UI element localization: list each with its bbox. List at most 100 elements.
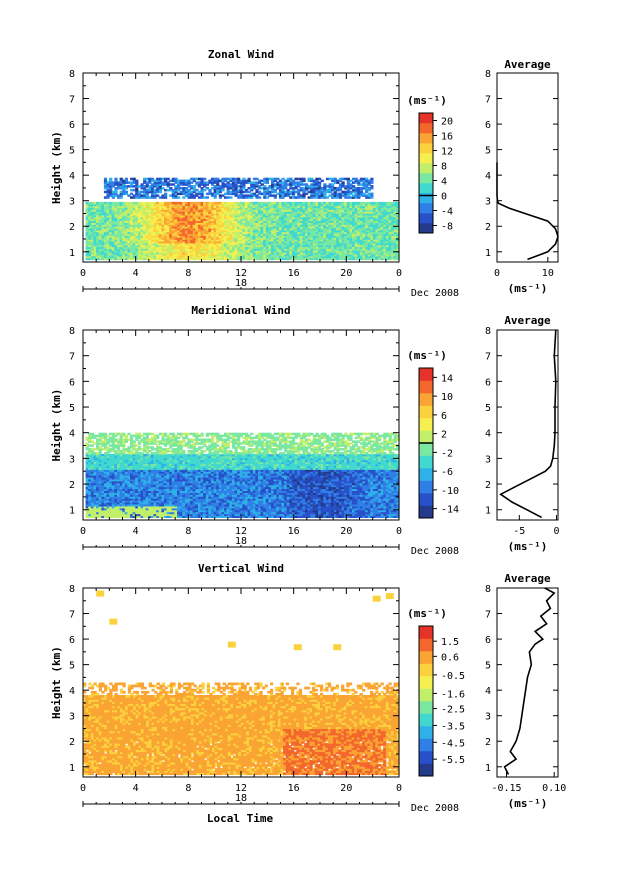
heatmap-cell — [250, 229, 254, 233]
heatmap-cell — [375, 218, 379, 222]
heatmap-cell — [362, 185, 366, 188]
heatmap-cell — [289, 235, 293, 238]
heatmap-cell — [148, 224, 152, 227]
heatmap-cell — [242, 190, 246, 194]
heatmap-cell — [328, 226, 332, 229]
heatmap-cell — [213, 253, 217, 257]
heatmap-cell — [312, 181, 316, 184]
heatmap-cell — [252, 181, 256, 184]
heatmap-cell — [96, 442, 100, 445]
heatmap-cell — [101, 201, 105, 205]
heatmap-cell — [247, 246, 251, 249]
heatmap-cell — [276, 181, 280, 184]
heatmap-cell — [370, 240, 374, 244]
heatmap-cell — [383, 246, 387, 249]
heatmap-cell — [370, 222, 374, 225]
heatmap-cell — [140, 229, 144, 233]
heatmap-cell — [385, 203, 390, 207]
heatmap-cell — [213, 242, 217, 246]
heatmap-cell — [299, 211, 303, 214]
heatmap-cell — [286, 229, 290, 233]
heatmap-cell — [150, 222, 155, 225]
heatmap-cell — [218, 231, 222, 235]
heatmap-cell — [98, 459, 102, 463]
heatmap-cell — [203, 177, 207, 181]
heatmap-cell — [158, 183, 162, 186]
heatmap-cell — [156, 253, 160, 257]
heatmap-cell — [158, 187, 162, 190]
heatmap-cell — [88, 218, 92, 222]
heatmap-cell — [310, 220, 314, 223]
heatmap-cell — [124, 179, 128, 183]
heatmap-cell — [197, 211, 202, 214]
heatmap-cell — [208, 207, 212, 210]
heatmap-cell — [179, 229, 183, 233]
heatmap-cell — [255, 203, 259, 207]
heatmap-cell — [294, 231, 298, 235]
heatmap-cell — [331, 214, 335, 218]
heatmap-cell — [161, 248, 165, 251]
heatmap-cell — [310, 255, 314, 259]
heatmap-cell — [203, 257, 207, 261]
heatmap-cell — [325, 233, 330, 236]
heatmap-cell — [349, 216, 353, 220]
heatmap-cell — [122, 211, 126, 214]
heatmap-cell — [127, 201, 131, 205]
heatmap-cell — [328, 231, 332, 235]
heatmap-cell — [197, 226, 202, 229]
heatmap-cell — [289, 252, 293, 255]
heatmap-cell — [93, 471, 97, 474]
heatmap-cell — [370, 239, 374, 242]
heatmap-cell — [247, 252, 251, 255]
heatmap-cell — [276, 242, 280, 246]
heatmap-cell — [258, 257, 262, 261]
heatmap-cell — [148, 227, 152, 231]
heatmap-cell — [263, 226, 267, 229]
heatmap-cell — [346, 187, 350, 190]
heatmap-cell — [260, 183, 264, 186]
heatmap-cell — [117, 201, 121, 205]
heatmap-cell — [252, 183, 256, 186]
heatmap-cell — [153, 190, 157, 194]
heatmap-cell — [96, 509, 100, 513]
heatmap-cell — [211, 207, 215, 210]
heatmap-cell — [354, 187, 358, 190]
heatmap-cell — [111, 209, 115, 212]
heatmap-cell — [244, 220, 249, 223]
heatmap-cell — [255, 213, 259, 216]
heatmap-cell — [111, 248, 115, 251]
heatmap-cell — [312, 240, 316, 244]
heatmap-cell — [153, 248, 157, 251]
heatmap-cell — [268, 240, 272, 244]
heatmap-cell — [127, 257, 131, 261]
heatmap-cell — [174, 194, 178, 197]
heatmap-cell — [135, 183, 139, 186]
heatmap-cell — [174, 244, 178, 248]
heatmap-cell — [268, 192, 272, 196]
heatmap-cell — [179, 220, 183, 223]
heatmap-cell — [197, 240, 202, 244]
heatmap-cell — [161, 196, 165, 199]
heatmap-cell — [260, 229, 264, 233]
heatmap-cell — [88, 246, 92, 249]
heatmap-cell — [109, 237, 113, 240]
heatmap-cell — [88, 444, 92, 447]
heatmap-cell — [148, 248, 152, 251]
heatmap-cell — [328, 213, 332, 216]
heatmap-cell — [291, 222, 296, 225]
heatmap-cell — [171, 226, 175, 229]
heatmap-cell — [328, 187, 332, 190]
colorbar-segment — [419, 183, 433, 194]
heatmap-cell — [145, 216, 149, 220]
heatmap-cell — [231, 220, 236, 223]
heatmap-cell — [221, 201, 225, 205]
heatmap-cell — [359, 216, 363, 220]
heatmap-cell — [315, 240, 319, 244]
heatmap-cell — [124, 248, 128, 251]
heatmap-cell — [98, 467, 102, 470]
heatmap-cell — [291, 205, 296, 209]
heatmap-cell — [234, 250, 238, 253]
heatmap-cell — [239, 253, 243, 257]
heatmap-cell — [325, 220, 330, 223]
heatmap-cell — [341, 216, 345, 220]
